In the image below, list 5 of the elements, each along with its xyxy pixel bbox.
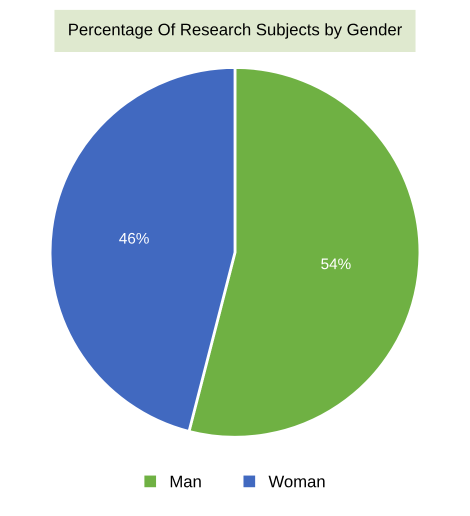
data-label: 46%: [119, 232, 149, 244]
data-label: 54%: [321, 258, 351, 270]
legend-label: Man: [170, 476, 201, 488]
chart-title: Percentage Of Research Subjects by Gender: [69, 23, 402, 39]
legend-label: Woman: [268, 476, 325, 488]
